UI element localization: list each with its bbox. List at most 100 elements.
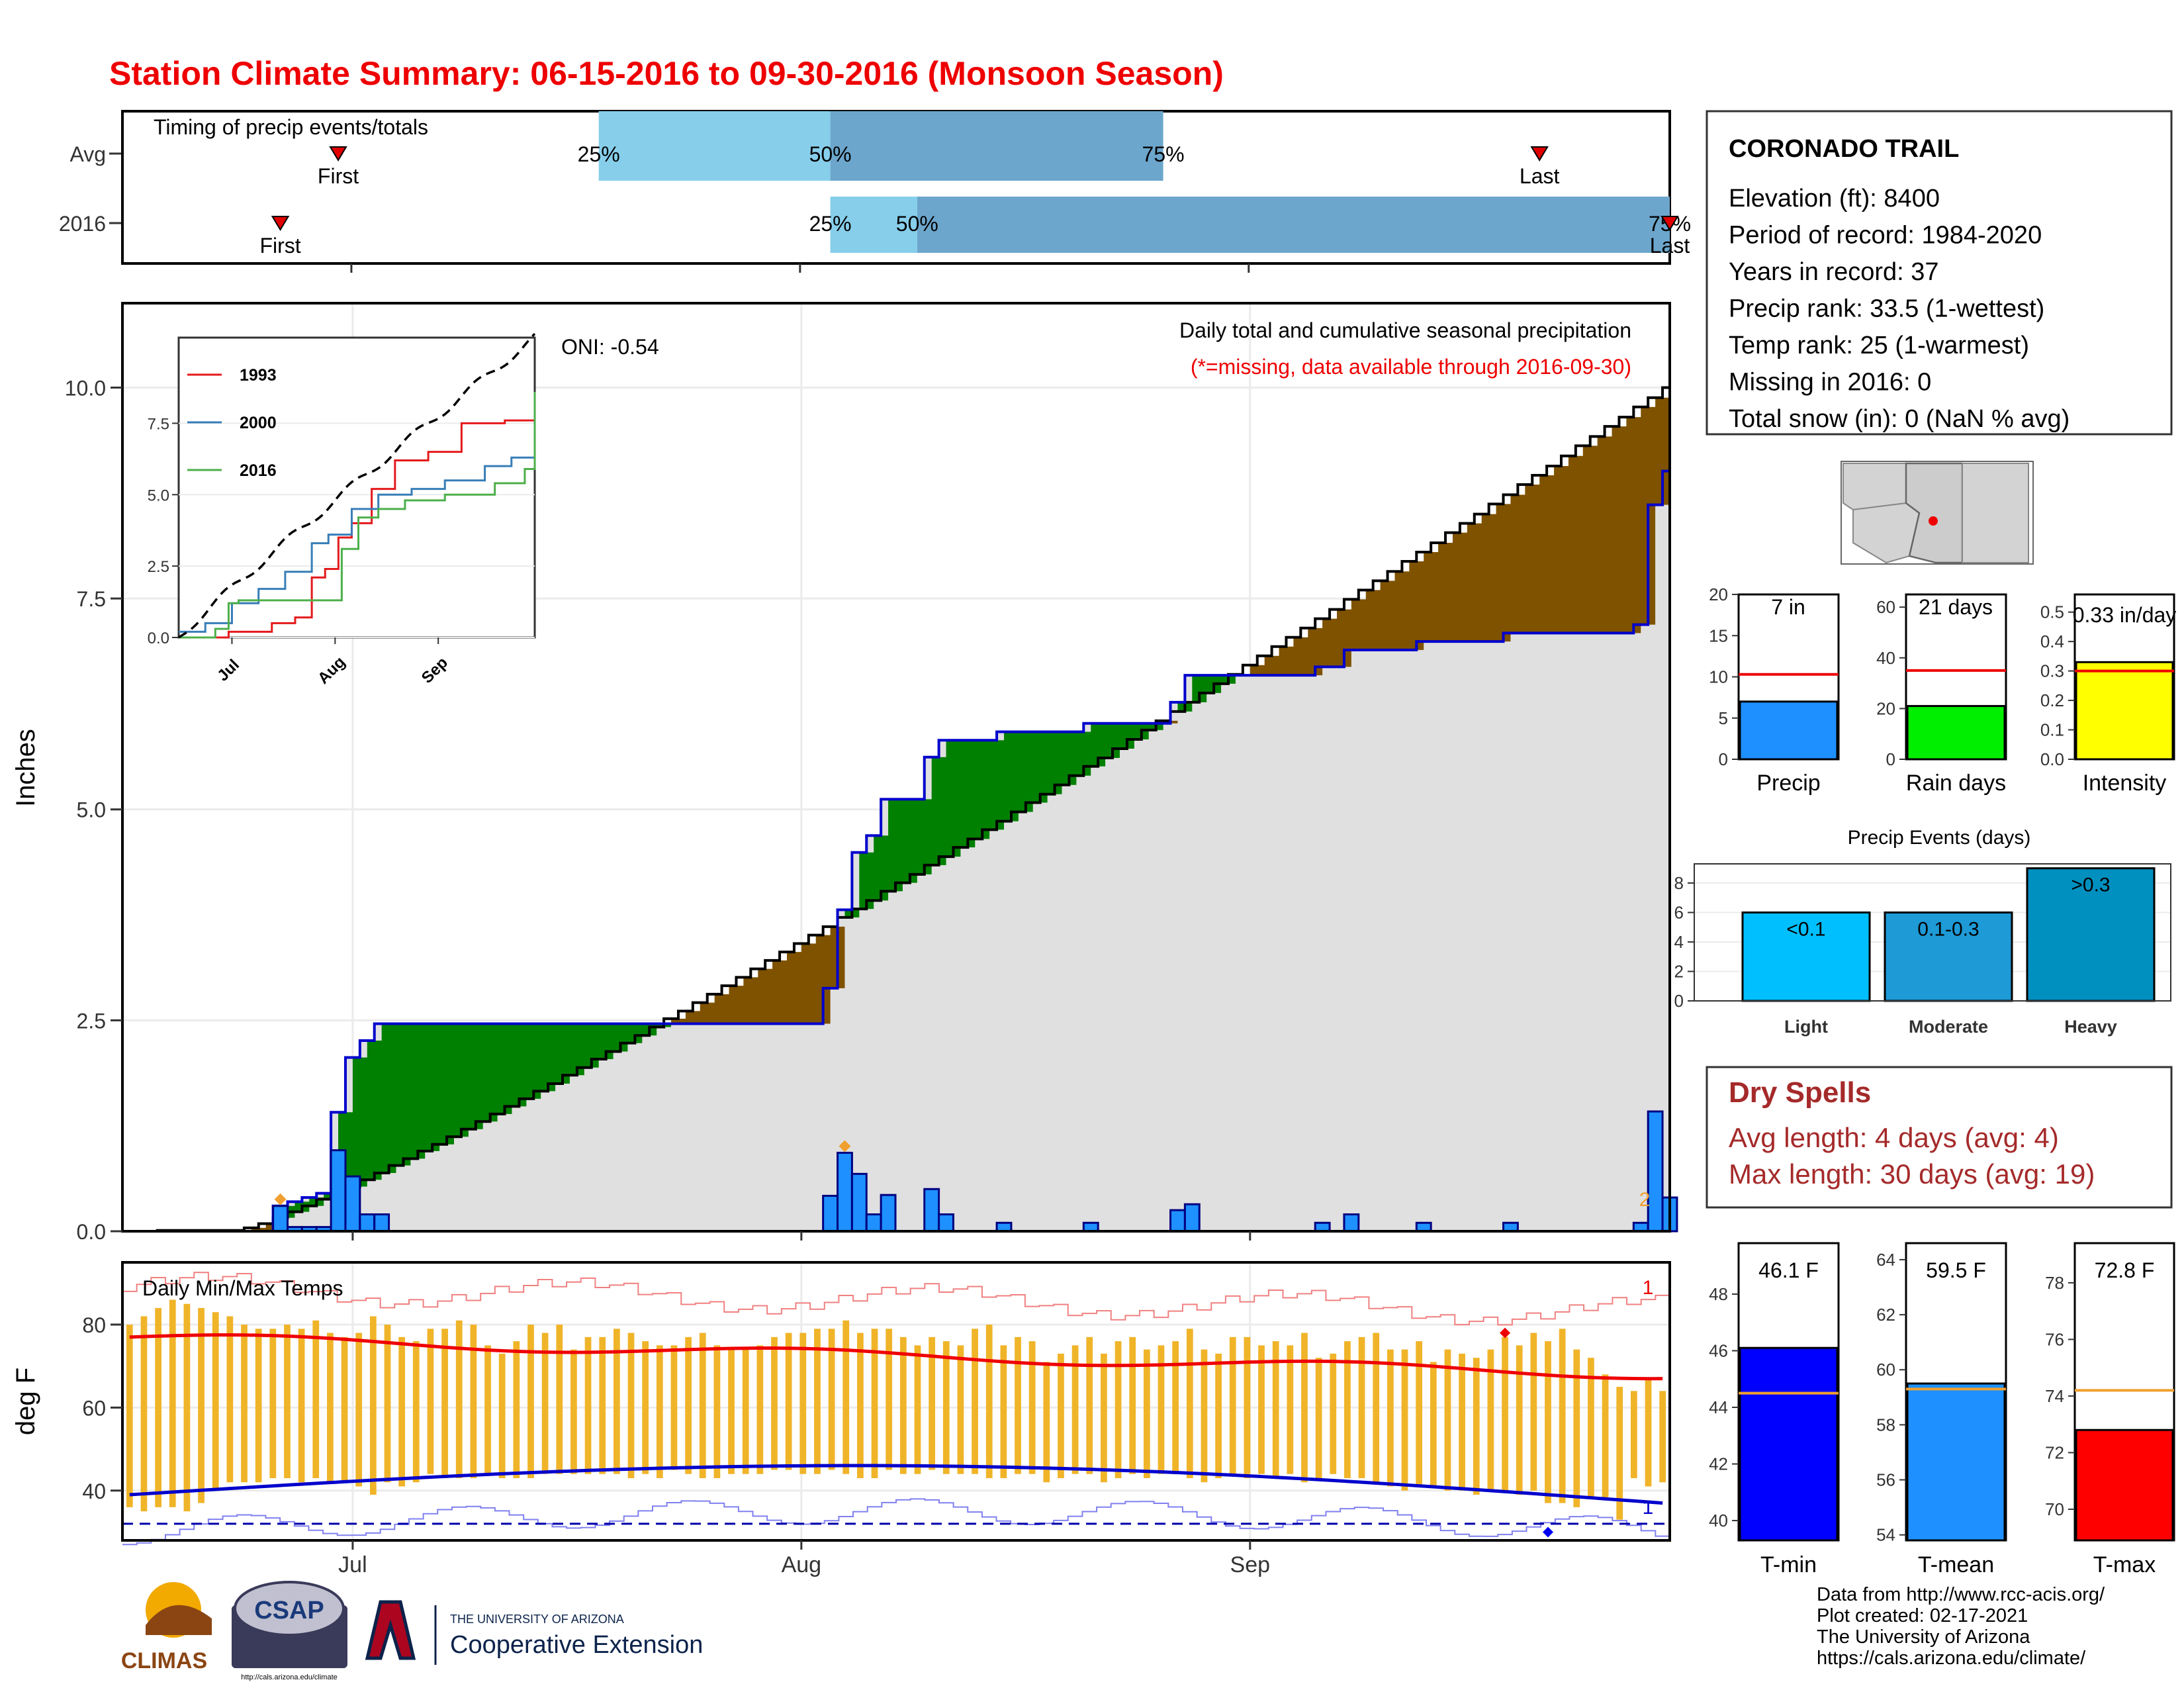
record-high-count: 1 [1643, 1277, 1654, 1299]
events-frame [1694, 863, 2171, 1002]
precip-subtitle: Daily total and cumulative seasonal prec… [1179, 318, 1631, 342]
mini-bar-Precip [1739, 700, 1839, 761]
inset-legend-label: 1993 [240, 366, 277, 385]
daily-precip-bar [822, 1194, 839, 1233]
daily-temp-bar [1631, 1391, 1637, 1478]
daily-temp-bar [470, 1325, 477, 1478]
temp-y-tick-label: 80 [82, 1313, 106, 1337]
daily-temp-bar [599, 1336, 606, 1474]
daily-temp-bar [1645, 1378, 1652, 1487]
daily-temp-bar [656, 1345, 663, 1478]
daily-temp-bar [1416, 1341, 1423, 1487]
daily-temp-bar [1115, 1341, 1122, 1478]
daily-temp-bar [713, 1345, 721, 1478]
mini-bar-y-tick-label: 0.0 [2040, 749, 2064, 769]
temp-frame [121, 1261, 1671, 1542]
record-low-marker [1542, 1526, 1553, 1538]
daily-temp-bar [814, 1329, 821, 1474]
temp-x-tick-label: Sep [1230, 1552, 1271, 1577]
event-category-label: Moderate [1909, 1017, 1988, 1037]
daily-temp-bar [886, 1329, 893, 1470]
inset-y-tick-label: 5.0 [148, 487, 169, 504]
daily-temp-bar [355, 1333, 363, 1487]
daily-temp-bar [627, 1333, 635, 1478]
mini-bar-category: Intensity [2083, 771, 2167, 796]
daily-temp-bar [212, 1312, 219, 1491]
daily-temp-bar [1444, 1349, 1451, 1491]
dry-spells-avg: Avg length: 4 days (avg: 4) [1729, 1122, 2059, 1153]
daily-temp-bar [1401, 1349, 1408, 1491]
inset-y-tick-label: 7.5 [148, 415, 169, 433]
daily-temp-bar [1358, 1336, 1365, 1478]
temp-summary-category: T-mean [1918, 1552, 1994, 1577]
last-event-marker [1530, 146, 1549, 162]
station-name: CORONADO TRAIL [1729, 135, 1959, 163]
daily-temp-bar [1229, 1336, 1236, 1474]
csap-logo-cloud [234, 1581, 345, 1636]
daily-temp-bar [584, 1336, 592, 1474]
daily-temp-bar [1344, 1341, 1351, 1478]
timing-50-label: 50% [809, 142, 852, 166]
surplus-area [280, 675, 1236, 1218]
inset-average-line [178, 332, 536, 639]
daily-temp-bar [670, 1345, 678, 1470]
daily-temp-bar [1301, 1333, 1308, 1483]
daily-temp-bar [1373, 1333, 1380, 1483]
station-info-line: Missing in 2016: 0 [1729, 369, 1931, 397]
precip-y-tick-label: 2.5 [77, 1009, 106, 1033]
daily-temp-bar [929, 1336, 935, 1470]
daily-temp-bar [312, 1320, 320, 1478]
daily-temp-bar [1058, 1353, 1064, 1478]
climas-logo-text: CLIMAS [121, 1648, 207, 1673]
temp-x-tick-label: Aug [782, 1552, 822, 1577]
climas-logo-landscape [146, 1605, 212, 1635]
event-category-label: Light [1784, 1017, 1828, 1037]
temp-summary-y-tick-label: 40 [1709, 1511, 1728, 1530]
daily-temp-bar [742, 1349, 749, 1474]
daily-temp-bar [785, 1333, 792, 1470]
footer-credit-line: https://cals.arizona.edu/climate/ [1817, 1648, 2086, 1669]
daily-temp-bar [327, 1333, 334, 1483]
dry-spells-max: Max length: 30 days (avg: 19) [1729, 1158, 2095, 1190]
inset-series-line-2016 [179, 391, 536, 639]
daily-precip-bar [1647, 1110, 1664, 1233]
inset-series-line-1993 [179, 395, 536, 639]
daily-temp-bar [441, 1329, 448, 1478]
daily-temp-bar [169, 1299, 176, 1507]
mini-bar-y-tick-label: 0.5 [2040, 602, 2064, 622]
dry-spells-panel: Dry Spells Avg length: 4 days (avg: 4) Max… [1706, 1066, 2173, 1209]
daily-temp-bar [613, 1329, 620, 1474]
daily-temp-bar [255, 1329, 262, 1483]
ua-logo-a-icon [365, 1600, 416, 1660]
map-state-new-mexico [1962, 463, 2029, 563]
daily-temp-bar [541, 1333, 549, 1474]
first-event-marker [329, 146, 347, 162]
timing-title: Timing of precip events/totals [154, 115, 428, 139]
temp-summary-y-tick-label: 64 [1876, 1250, 1895, 1270]
daily-temp-bar [771, 1336, 778, 1470]
temp-summary-category: T-min [1760, 1552, 1817, 1577]
daily-temp-bar [756, 1345, 764, 1474]
daily-temp-bar [942, 1341, 950, 1474]
mini-bar-y-tick-label: 0.4 [2040, 632, 2064, 651]
precip-y-tick-label: 5.0 [77, 798, 106, 822]
station-info-line: Precip rank: 33.5 (1-wettest) [1729, 295, 2044, 323]
temp-summary-y-tick-label: 42 [1709, 1454, 1728, 1474]
avg-max-line [129, 1333, 1663, 1381]
daily-temp-bar [556, 1325, 563, 1474]
events-title: Precip Events (days) [1848, 827, 2031, 849]
timing-bar-50-75 [830, 111, 1163, 181]
temp-summary-category: T-max [2093, 1552, 2156, 1577]
daily-temp-bar [899, 1336, 907, 1474]
daily-temp-bar [1602, 1374, 1609, 1499]
temp-y-tick-label: 40 [82, 1479, 106, 1503]
timing-row-label: 2016 [59, 212, 106, 236]
daily-temp-bar [1473, 1358, 1480, 1495]
first-event-label: First [259, 234, 300, 258]
precip-note: (*=missing, data available through 2016-… [1191, 355, 1631, 379]
temp-summary-y-tick-label: 58 [1876, 1415, 1895, 1434]
daily-temp-bar [484, 1345, 491, 1474]
inset-legend-label: 2000 [240, 414, 277, 432]
